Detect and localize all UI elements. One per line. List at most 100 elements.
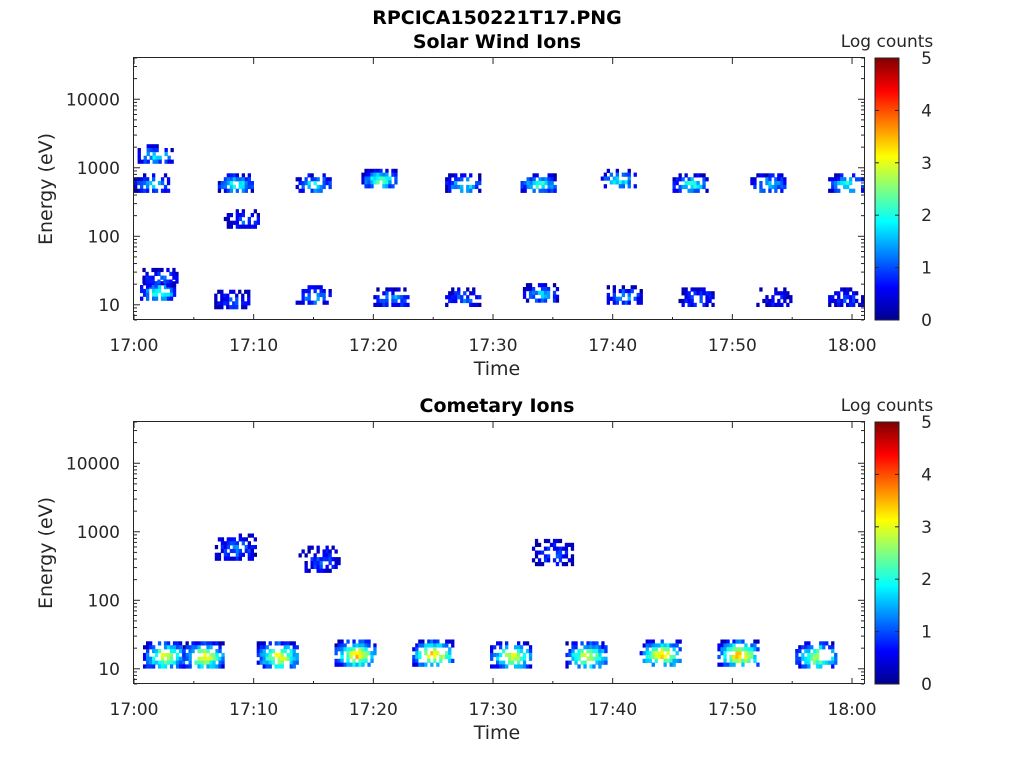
spectrogram-cell <box>157 641 162 646</box>
spectrogram-cell <box>753 181 757 186</box>
spectrogram-cell <box>247 541 251 546</box>
spectrogram-cell <box>367 643 371 648</box>
spectrogram-cell <box>298 181 302 186</box>
x-tick-label: 17:40 <box>588 700 637 720</box>
spectrogram-cell <box>828 295 832 300</box>
spectrogram-cell <box>738 639 742 644</box>
spectrogram-cell <box>241 213 245 218</box>
spectrogram-cell <box>418 639 422 644</box>
spectrogram-cell <box>565 652 569 658</box>
spectrogram-cell <box>846 287 850 292</box>
spectrogram-cell <box>238 289 242 294</box>
plot-frame <box>133 57 865 320</box>
spectrogram-cell <box>346 658 350 663</box>
spectrogram-cell <box>606 168 610 173</box>
spectrogram-cell <box>813 649 817 654</box>
spectrogram-cell <box>203 660 207 665</box>
spectrogram-cell <box>256 645 260 650</box>
spectrogram-cell <box>604 649 608 654</box>
spectrogram-cell <box>499 660 503 665</box>
spectrogram-cell <box>822 660 826 665</box>
spectrogram-cell <box>244 289 248 294</box>
spectrogram-cell <box>433 647 437 652</box>
spectrogram-cell <box>385 295 389 300</box>
spectrogram-cell <box>436 639 440 644</box>
spectrogram-cell <box>849 177 853 182</box>
spectrogram-cell <box>262 645 266 650</box>
spectrogram-cell <box>200 660 204 665</box>
y-tick-label: 100 <box>88 591 120 611</box>
spectrogram-cell <box>439 658 443 663</box>
spectrogram-cell <box>382 302 386 307</box>
spectrogram-cell <box>807 641 811 646</box>
spectrogram-cell <box>451 639 455 644</box>
spectrogram-cell <box>280 660 284 665</box>
spectrogram-cell <box>526 181 530 186</box>
spectrogram-cell <box>217 188 222 193</box>
spectrogram-cell <box>182 649 186 654</box>
spectrogram-cell <box>220 305 224 310</box>
spectrogram-cell <box>421 662 425 667</box>
spectrogram-cell <box>370 176 374 181</box>
spectrogram-cell <box>672 654 676 660</box>
spectrogram-cell <box>570 546 575 551</box>
spectrogram-cell <box>663 658 667 663</box>
spectrogram-cell <box>472 184 476 190</box>
spectrogram-cell <box>496 656 500 661</box>
spectrogram-cell <box>804 641 808 646</box>
spectrogram-cell <box>600 176 604 181</box>
colorbar-label: Log counts <box>841 396 934 416</box>
spectrogram-cell <box>376 302 380 307</box>
spectrogram-cell <box>391 168 395 173</box>
spectrogram-cell <box>247 533 251 538</box>
spectrogram-cell <box>334 557 338 562</box>
spectrogram-cell <box>475 295 479 300</box>
spectrogram-cell <box>358 651 362 656</box>
spectrogram-cell <box>555 550 560 555</box>
spectrogram-cell <box>391 172 395 177</box>
spectrogram-cell <box>690 298 694 304</box>
spectrogram-cell <box>522 294 527 299</box>
spectrogram-cell <box>654 643 658 648</box>
spectrogram-cell <box>169 649 174 654</box>
spectrogram-cell <box>154 271 158 276</box>
spectrogram-cell <box>157 664 162 669</box>
spectrogram-cell <box>418 643 422 648</box>
spectrogram-cell <box>331 545 335 550</box>
spectrogram-cell <box>364 176 368 181</box>
spectrogram-cell <box>212 660 216 665</box>
spectrogram-cell <box>253 552 257 557</box>
spectrogram-cell <box>229 289 233 294</box>
spectrogram-cell <box>558 558 563 563</box>
spectrogram-cell <box>837 295 841 300</box>
spectrogram-cell <box>217 305 221 310</box>
spectrogram-cell <box>391 295 395 300</box>
spectrogram-cell <box>289 652 293 658</box>
spectrogram-cell <box>771 295 775 300</box>
spectrogram-cell <box>376 168 380 173</box>
spectrogram-cell <box>265 652 269 658</box>
spectrogram-cell <box>780 177 784 182</box>
spectrogram-cell <box>741 662 745 667</box>
spectrogram-cell <box>558 550 563 555</box>
spectrogram-cell <box>170 148 174 153</box>
spectrogram-cell <box>229 305 233 310</box>
spectrogram-cell <box>750 647 754 652</box>
spectrogram-cell <box>415 651 419 656</box>
spectrogram-cell <box>328 549 332 554</box>
spectrogram-cell <box>525 664 530 669</box>
spectrogram-cell <box>370 658 374 663</box>
spectrogram-cell <box>185 664 189 669</box>
spectrogram-cell <box>361 643 365 648</box>
spectrogram-cell <box>166 656 171 661</box>
spectrogram-cell <box>753 654 757 660</box>
spectrogram-cell <box>589 652 593 658</box>
spectrogram-cell <box>424 643 428 648</box>
spectrogram-cell <box>783 291 787 296</box>
spectrogram-cell <box>244 177 248 182</box>
spectrogram-cell <box>517 649 521 654</box>
spectrogram-cell <box>134 188 138 193</box>
spectrogram-cell <box>558 546 563 551</box>
spectrogram-cell <box>454 298 458 304</box>
spectrogram-cell <box>534 554 539 559</box>
